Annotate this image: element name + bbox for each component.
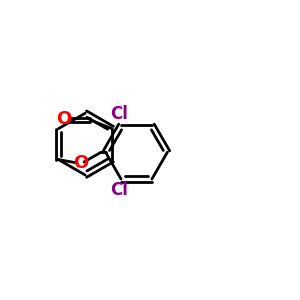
Text: O: O [56, 110, 72, 128]
Text: Cl: Cl [111, 105, 128, 123]
Text: O: O [73, 154, 88, 172]
Text: Cl: Cl [111, 181, 128, 199]
